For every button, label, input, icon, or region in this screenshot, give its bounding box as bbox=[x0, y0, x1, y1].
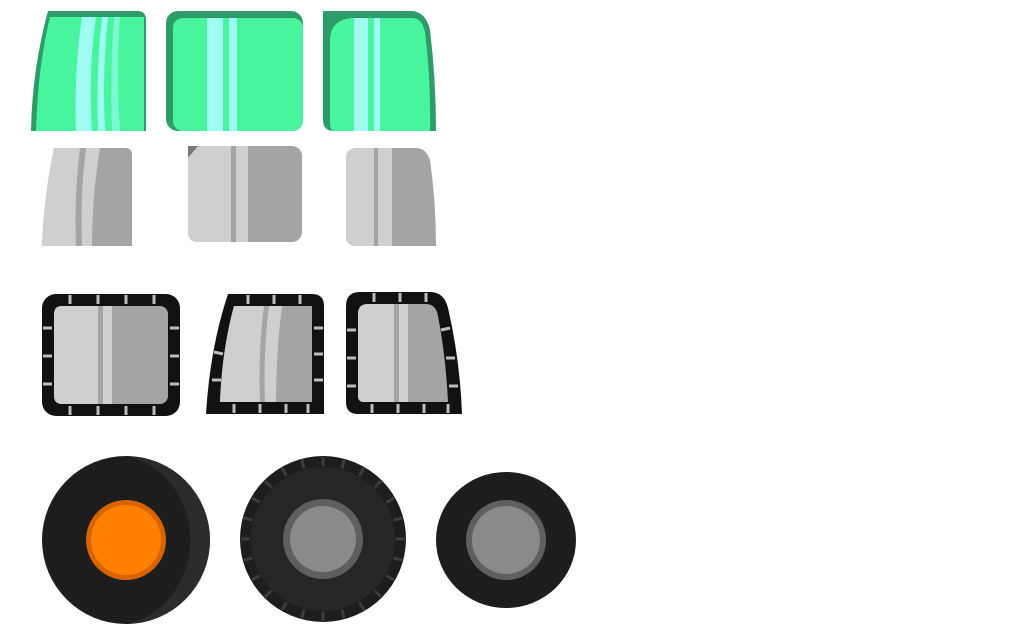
cab-window-front-icon bbox=[40, 146, 135, 248]
cab-window-front-icon bbox=[30, 10, 148, 132]
cab-window-side-icon bbox=[186, 144, 304, 244]
cab-window-rear-icon bbox=[344, 146, 440, 248]
framed-window-side-icon bbox=[40, 292, 182, 418]
wheel-orange-icon bbox=[40, 454, 212, 626]
cab-window-rear-icon bbox=[322, 10, 440, 132]
wheel-small-icon bbox=[434, 470, 578, 610]
framed-window-rear-icon bbox=[344, 290, 464, 416]
framed-window-front-icon bbox=[204, 292, 326, 416]
cab-window-side-icon bbox=[165, 10, 305, 132]
wheel-treaded-icon bbox=[238, 454, 408, 624]
